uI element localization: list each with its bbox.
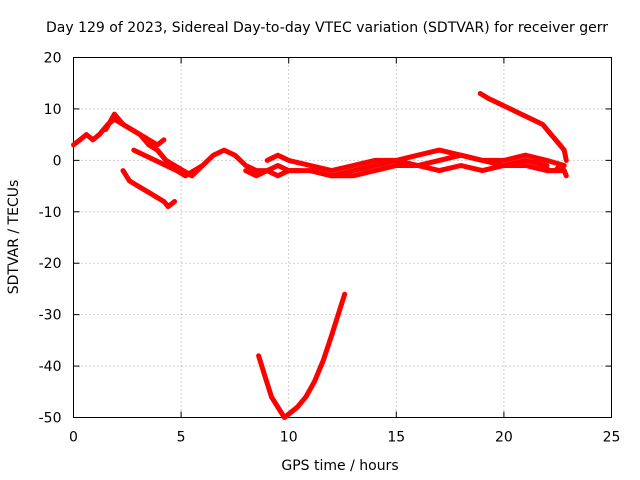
x-tick-label: 10 <box>280 430 298 446</box>
chart-title: Day 129 of 2023, Sidereal Day-to-day VTE… <box>46 20 608 36</box>
series-arc-e <box>243 163 567 179</box>
series-arc-h <box>256 291 348 420</box>
series-arc-j <box>533 157 569 179</box>
y-tick-label: 0 <box>53 153 62 169</box>
series-arc-b <box>103 111 167 148</box>
y-tick-label: -20 <box>39 256 62 272</box>
series-arc-g <box>307 152 550 179</box>
y-tick-label: 10 <box>44 102 62 118</box>
x-axis-label: GPS time / hours <box>281 458 398 474</box>
series-arc-d <box>131 147 206 179</box>
series-arc-i <box>477 91 569 163</box>
series-arc-a <box>71 116 302 179</box>
x-tick-label: 0 <box>69 430 78 446</box>
series-layer <box>71 91 569 420</box>
series-arc-f <box>264 147 567 174</box>
y-tick-label: -50 <box>39 411 62 427</box>
grid-layer <box>73 57 612 418</box>
x-tick-label: 15 <box>387 430 405 446</box>
y-tick-label: -10 <box>39 205 62 221</box>
y-tick-label: -40 <box>39 359 62 375</box>
x-tick-label: 20 <box>495 430 513 446</box>
x-tick-label: 25 <box>603 430 621 446</box>
y-axis-label: SDTVAR / TECUs <box>6 180 22 295</box>
plot-frame <box>73 57 612 418</box>
y-tick-label: 20 <box>44 51 62 67</box>
x-tick-label: 5 <box>177 430 186 446</box>
tick-layer: 0 5 10 15 20 25 20 10 0 -10 -20 -30 -40 -50 <box>39 51 621 446</box>
y-tick-label: -30 <box>39 308 62 324</box>
series-arc-c <box>120 168 178 210</box>
